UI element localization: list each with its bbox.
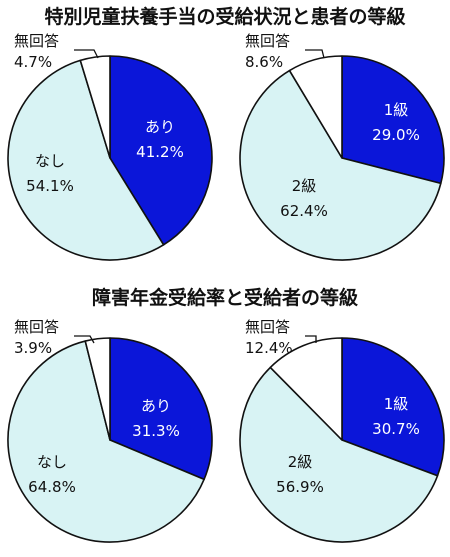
- slice-label-2-2: 2級: [292, 177, 317, 195]
- slice-label-2-3: 無回答: [245, 32, 290, 50]
- pie-slice-2-3: [288, 55, 343, 159]
- slice-value-2-2: 62.4%: [280, 202, 328, 220]
- slice-value-1-2: 54.1%: [26, 177, 74, 195]
- pie-slice-2-2: [239, 69, 442, 261]
- slice-label-2-1: 1級: [384, 101, 409, 119]
- slice-label-4-2: 2級: [288, 453, 313, 471]
- leader-line-3: [74, 335, 95, 344]
- title-child-allowance: 特別児童扶養手当の受給状況と患者の等級: [44, 5, 405, 28]
- pie-chart-3: あり 31.3% なし 64.8% 無回答 3.9%: [7, 318, 213, 543]
- slice-value-2-1: 29.0%: [372, 126, 420, 144]
- slice-label-3-3: 無回答: [14, 318, 59, 336]
- slice-value-2-3: 8.6%: [245, 53, 283, 71]
- pie-slice-4-3: [269, 337, 343, 441]
- slice-label-3-1: あり: [141, 397, 171, 415]
- pie-slice-4-2: [239, 366, 439, 543]
- pie-slice-3-3: [84, 337, 111, 441]
- pie-slice-1-2: [7, 59, 165, 261]
- leader-line-2: [305, 49, 325, 59]
- pie-slice-3-1: [109, 337, 213, 481]
- pie-slice-3-2: [7, 340, 205, 543]
- slice-value-4-1: 30.7%: [372, 420, 420, 438]
- slice-value-1-1: 41.2%: [136, 143, 184, 161]
- pie-chart-1: あり 41.2% なし 54.1% 無回答 4.7%: [7, 32, 213, 261]
- pie-slice-2-1: [341, 55, 445, 185]
- pie-chart-4: 1級 30.7% 2級 56.9% 無回答 12.4%: [239, 318, 445, 543]
- slice-value-1-3: 4.7%: [14, 53, 52, 71]
- slice-value-3-3: 3.9%: [14, 339, 52, 357]
- slice-value-4-3: 12.4%: [245, 339, 293, 357]
- slice-label-4-3: 無回答: [245, 318, 290, 336]
- slice-label-1-2: なし: [35, 152, 65, 170]
- leader-line-1: [74, 49, 99, 59]
- pie-chart-2: 1級 29.0% 2級 62.4% 無回答 8.6%: [239, 32, 445, 261]
- pie-charts: あり 41.2% なし 54.1% 無回答 4.7% 1級 29.0% 2級 62.4% 無回答 8.…: [7, 32, 445, 543]
- pie-slice-4-1: [341, 337, 445, 477]
- slice-label-3-2: なし: [37, 453, 67, 471]
- slice-value-3-1: 31.3%: [132, 422, 180, 440]
- leader-line-4: [305, 335, 317, 343]
- slice-label-1-3: 無回答: [14, 32, 59, 50]
- pie-slice-1-3: [79, 55, 111, 159]
- slice-label-1-1: あり: [145, 118, 175, 136]
- title-disability-pension: 障害年金受給率と受給者の等級: [92, 286, 358, 309]
- slice-label-4-1: 1級: [384, 395, 409, 413]
- slice-value-4-2: 56.9%: [276, 478, 324, 496]
- slice-value-3-2: 64.8%: [28, 478, 76, 496]
- pie-slice-1-1: [109, 55, 213, 246]
